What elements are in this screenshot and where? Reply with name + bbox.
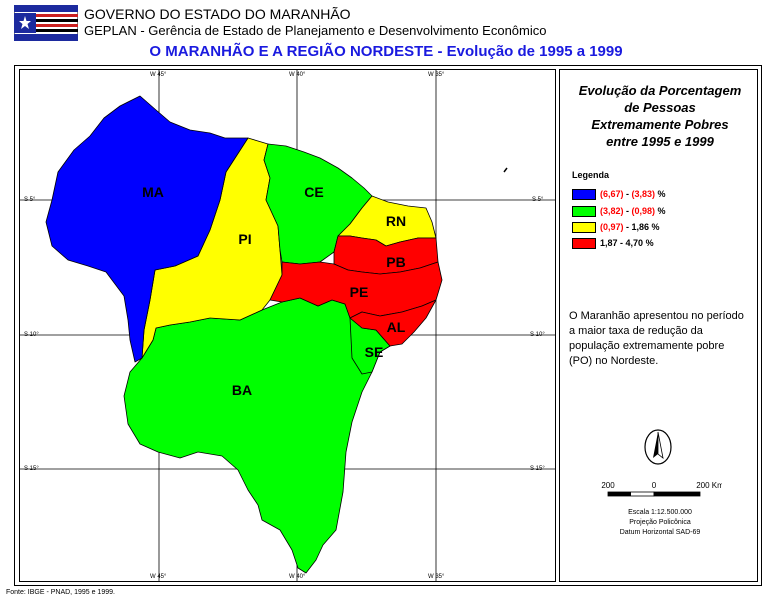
grid-label-right: S 15° <box>530 466 545 472</box>
label-pe: PE <box>350 284 369 300</box>
legend-item: (0,97) - 1,86 % <box>572 221 660 233</box>
legend-panel <box>559 69 758 582</box>
scale-label: 200 Km <box>696 481 722 490</box>
legend-title: Evolução da Porcentagem de Pessoas Extre… <box>578 83 742 149</box>
state-al <box>349 299 437 347</box>
header-government: GOVERNO DO ESTADO DO MARANHÃO <box>84 6 351 22</box>
grid-label-bottom: W 45° <box>150 574 167 580</box>
page-frame <box>14 65 762 586</box>
scale-label: 0 <box>652 481 657 490</box>
grid-label-right: S 10° <box>530 332 545 338</box>
grid-label-bottom: W 35° <box>428 574 445 580</box>
label-se: SE <box>365 344 384 360</box>
map-frame <box>19 69 556 582</box>
northeast-map: MA PI CE RN PB PE AL SE BA <box>20 70 555 581</box>
legend-swatch <box>572 205 596 217</box>
grid-label-left: S 15° <box>24 466 39 472</box>
legend-swatch <box>572 221 596 233</box>
atoll-mark <box>503 167 508 173</box>
legend-item: 1,87 - 4,70 % <box>572 237 654 249</box>
legend-swatch <box>572 188 596 200</box>
page-title: O MARANHÃO E A REGIÃO NORDESTE - Evoluçã… <box>149 43 623 60</box>
grid-label-left: S 5° <box>24 197 36 203</box>
state-ba <box>123 297 391 574</box>
label-al: AL <box>387 319 406 335</box>
grid-label-left: S 10° <box>24 332 39 338</box>
maranhao-flag-logo <box>14 5 78 41</box>
grid-label-right: S 5° <box>532 197 544 203</box>
label-pi: PI <box>238 231 251 247</box>
header-agency: GEPLAN - Gerência de Estado de Planejame… <box>84 23 547 38</box>
grid-label-top: W 40° <box>289 72 306 78</box>
legend-heading: Legenda <box>572 170 610 180</box>
grid-label-top: W 35° <box>428 72 445 78</box>
grid-label-bottom: W 40° <box>289 574 306 580</box>
label-ba: BA <box>232 382 252 398</box>
source-note: Fonte: IBGE - PNAD, 1995 e 1999. <box>6 589 115 596</box>
label-ce: CE <box>304 184 323 200</box>
label-ma: MA <box>142 184 164 200</box>
north-arrow-icon <box>644 429 672 465</box>
scale-info: Escala 1:12.500.000 Projeção Policônica … <box>619 509 701 536</box>
legend-swatch <box>572 237 596 249</box>
legend-item: (3,82) - (0,98) % <box>572 205 666 217</box>
grid-label-top: W 45° <box>150 72 167 78</box>
state-ma <box>45 95 249 363</box>
label-pb: PB <box>386 254 405 270</box>
label-rn: RN <box>386 213 406 229</box>
legend-item: (6,67) - (3,83) % <box>572 188 666 200</box>
scale-label: 200 <box>601 481 615 490</box>
map-note: O Maranhão apresentou no período a maior… <box>569 310 744 367</box>
scale-bar: 200 0 200 Km <box>601 481 722 497</box>
